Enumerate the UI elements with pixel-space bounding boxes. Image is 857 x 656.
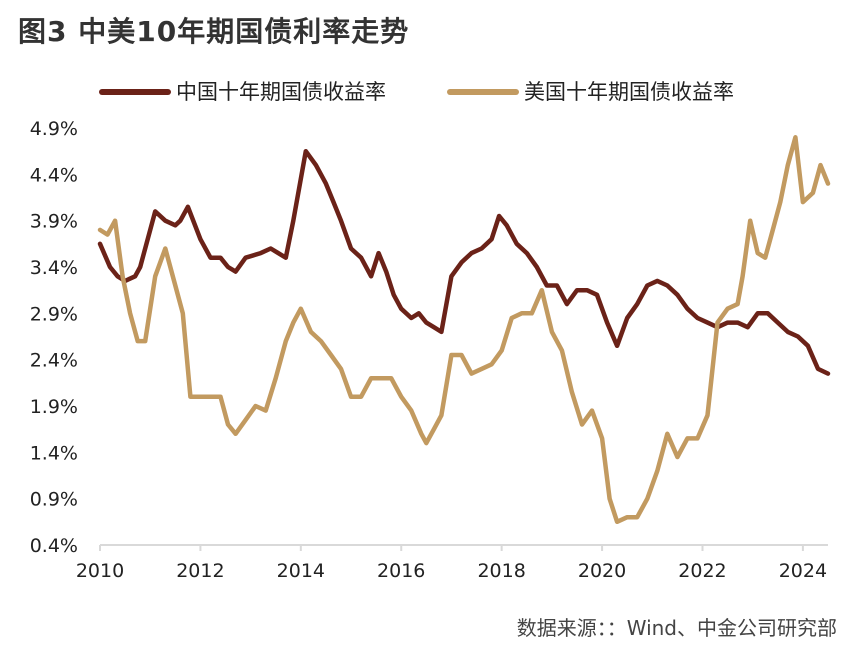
- x-tick-label: 2020: [578, 560, 626, 582]
- x-axis: 2010 2012 2014 2016 2018 2020 2022 2024: [76, 544, 828, 582]
- y-tick-label: 3.9%: [30, 211, 78, 233]
- y-tick-label: 2.9%: [30, 303, 78, 325]
- series-group: [97, 135, 831, 525]
- y-tick-label: 3.4%: [30, 257, 78, 279]
- x-tick-label: 2016: [377, 560, 425, 582]
- figure-title: 图3 中美10年期国债利率走势: [18, 15, 410, 48]
- series-line-us-10y: [97, 135, 831, 525]
- series-line-china-10y: [97, 148, 831, 376]
- x-tick-label: 2022: [678, 560, 726, 582]
- y-tick-label: 0.4%: [30, 535, 78, 557]
- y-tick-label: 1.9%: [30, 396, 78, 418]
- y-tick-label: 4.9%: [30, 118, 78, 140]
- x-tick-label: 2024: [779, 560, 827, 582]
- y-tick-label: 4.4%: [30, 164, 78, 186]
- legend: 中国十年期国债收益率 美国十年期国债收益率: [99, 80, 734, 104]
- x-tick-label: 2014: [277, 560, 325, 582]
- x-tick-label: 2018: [477, 560, 525, 582]
- y-tick-label: 1.4%: [30, 442, 78, 464]
- y-tick-label: 0.9%: [30, 489, 78, 511]
- legend-label: 中国十年期国债收益率: [176, 80, 386, 104]
- y-tick-label: 2.4%: [30, 350, 78, 372]
- x-tick-label: 2012: [176, 560, 224, 582]
- source-note: 数据来源：：Wind、中金公司研究部: [516, 616, 837, 640]
- legend-label: 美国十年期国债收益率: [524, 80, 734, 104]
- y-axis: 4.9% 4.4% 3.9% 3.4% 2.9% 2.4% 1.9% 1.4% 0.9% 0.4%: [30, 118, 78, 557]
- x-tick-label: 2010: [76, 560, 124, 582]
